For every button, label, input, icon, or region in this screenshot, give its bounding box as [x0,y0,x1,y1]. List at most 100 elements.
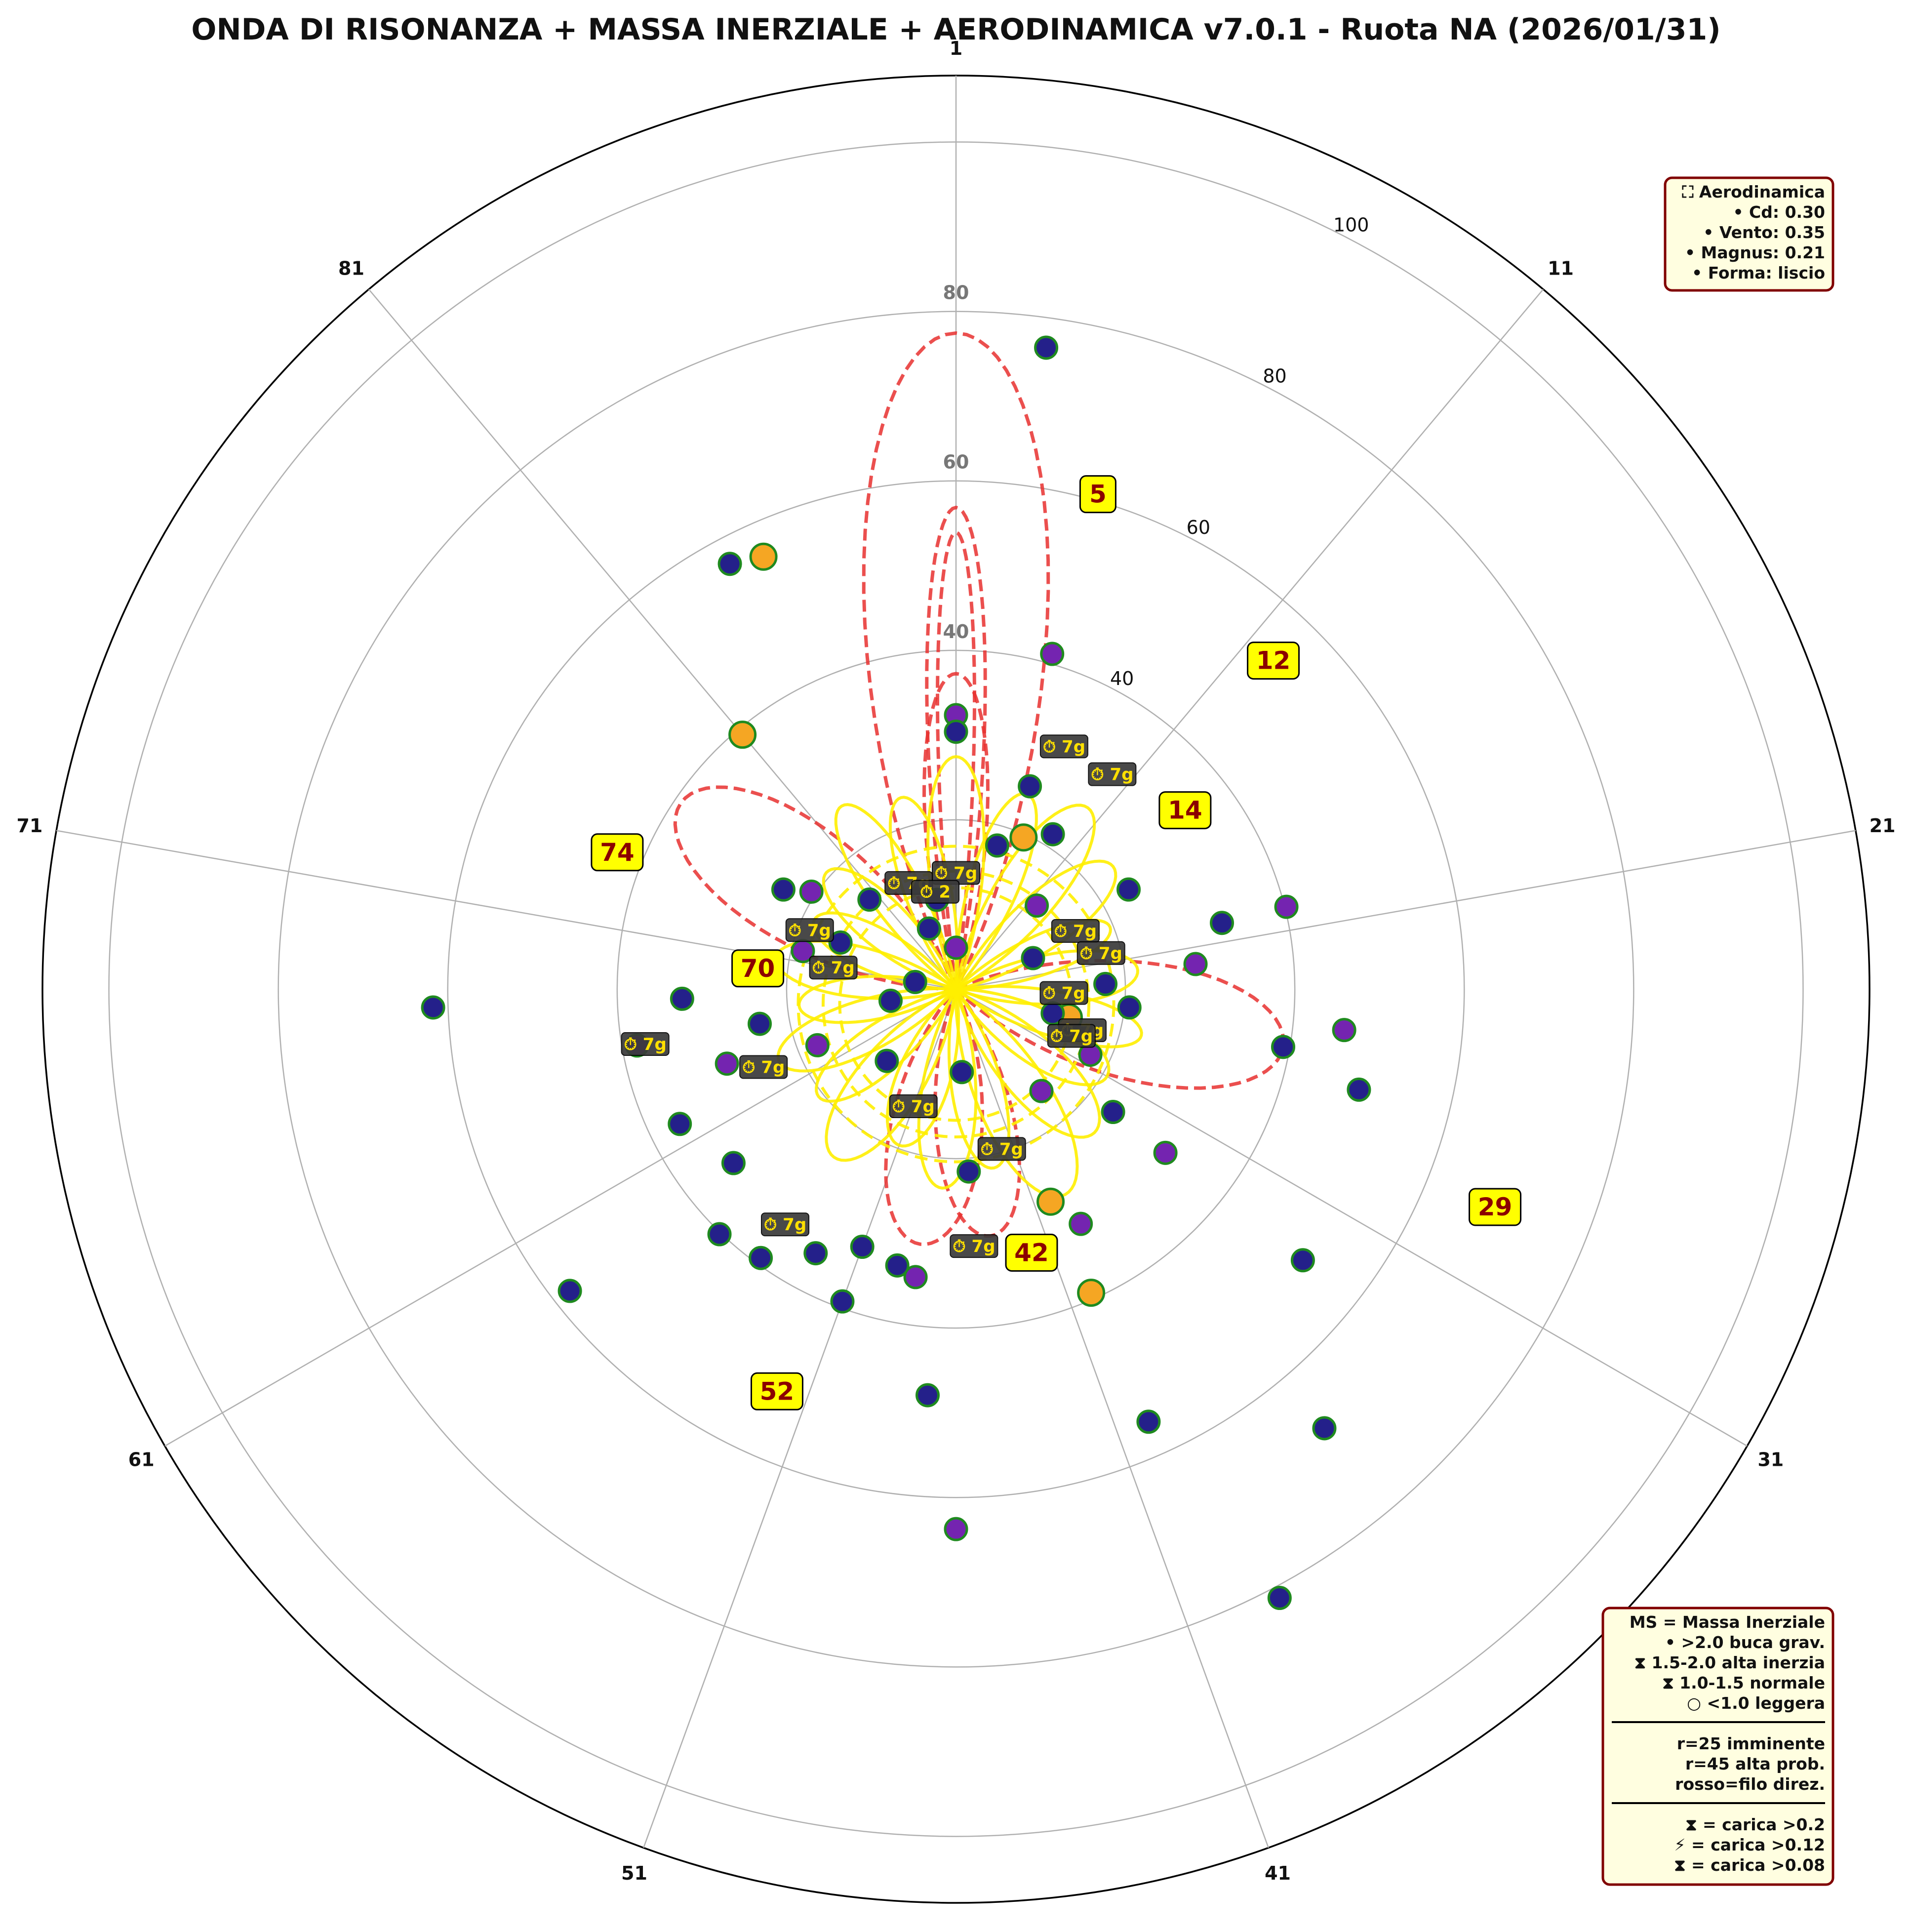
data-point [956,1159,981,1184]
chart-title: ONDA DI RISONANZA + MASSA INERZIALE + AE… [191,12,1720,47]
info-box-line: • Forma: liscio [1692,263,1825,282]
timer-tag-label: ⏱ 7g [624,1035,666,1054]
prediction-box [750,1372,803,1410]
radial-tick: 40 [1110,668,1134,689]
data-point [1009,823,1038,852]
yellow-loop-curve [825,987,958,1162]
data-point [828,930,853,955]
timer-tag-box [977,1137,1026,1161]
prediction-label: 5 [1089,480,1107,509]
data-point [747,1011,772,1036]
data-point [1018,774,1042,799]
info-box-line: • Vento: 0.35 [1703,223,1825,242]
timer-tag-label: ⏱ 2 [920,883,951,902]
data-point [1117,995,1142,1020]
timer-tag-box [1076,941,1125,965]
data-point [803,1241,828,1266]
data-point [1183,952,1208,976]
data-point [799,880,824,904]
prediction-box [1079,475,1116,514]
data-point [1093,971,1118,996]
data-point [944,935,968,960]
radial-tick: 100 [1333,214,1369,236]
yellow-loop-curve [952,985,1143,1048]
timer-tag-box [1039,981,1088,1005]
legend-line: r=25 imminente [1677,1734,1825,1753]
timer-tags: ⏱ 7g ⏱ 7g ⏱ 7g ⏱ 7g ⏱ 7g ⏱ 7g ⏱ 7g ⏱ 7g ⏱ 7g ⏱ 7g… [621,734,1137,1258]
angle-label: 21 [1870,815,1896,837]
grid-spoke [956,289,1544,990]
data-point [1034,335,1059,360]
yellow-ring [821,869,1091,1139]
data-point [875,1048,899,1073]
data-point [1347,1077,1371,1102]
yellow-loop-curve [917,986,978,1190]
timer-tag-box [621,1032,670,1056]
prediction-box [1005,1234,1058,1272]
data-point [1025,893,1049,918]
data-point [707,1222,732,1247]
legend-line: rosso=filo direz. [1675,1774,1825,1794]
timer-tag-label: ⏱ 7g [1050,1027,1093,1046]
data-point [1274,894,1299,919]
data-point [670,986,694,1011]
radial-tick-inner: 40 [943,621,969,643]
data-point [903,969,927,994]
angle-label: 61 [128,1449,155,1471]
timer-tag-box [1047,1024,1096,1048]
grid-spoke [643,989,957,1848]
data-point [721,1151,746,1175]
prediction-box [1247,642,1300,680]
prediction-box [1469,1188,1522,1226]
data-point [771,877,796,902]
data-point [950,1060,974,1085]
yellow-loop-curve [952,918,1112,991]
data-point [1136,1409,1161,1434]
radial-tick: 60 [1187,517,1210,538]
yellow-loop-curve [886,986,960,1148]
timer-tag-label: ⏱ 7g [1080,944,1122,964]
timer-tag-label: ⏱ 7g [764,1215,806,1235]
data-point [857,887,882,912]
grid-spoke [956,830,1856,990]
timer-tag-box [911,880,960,904]
data-point [903,1265,928,1289]
timer-tag-box [889,1094,938,1119]
prediction-label: 42 [1014,1239,1049,1267]
info-box-line: • Magnus: 0.21 [1685,243,1825,262]
data-point [715,1051,739,1076]
timer-tag-box [809,956,858,980]
data-point [1029,1079,1054,1103]
prediction-label: 29 [1478,1193,1513,1221]
radial-tick-inner: 60 [943,451,969,473]
timer-tag-label: ⏱ 7g [742,1058,785,1078]
data-point [1069,1211,1093,1236]
data-point [1040,822,1065,846]
data-point [1040,642,1065,666]
radial-tick: 80 [1263,365,1286,387]
angle-label: 81 [338,258,364,280]
data-point [830,1289,855,1314]
data-point [1210,911,1235,935]
data-point [749,1246,773,1270]
timer-tag-box [1088,762,1137,786]
legend-line: ⧗ = carica >0.2 [1685,1815,1825,1834]
angle-label: 71 [16,815,42,837]
grid-spoke [164,988,956,1447]
data-point [1312,1416,1337,1441]
prediction-label: 14 [1168,796,1202,825]
red-petal-curve [953,959,1285,1090]
legend-line: ⧗ 1.5-2.0 alta inerzia [1634,1653,1825,1672]
timer-tag-box [950,1234,998,1258]
timer-tag-label: ⏱ 7g [789,921,831,940]
legend-line: ⧗ = carica >0.08 [1674,1855,1825,1875]
prediction-label: 52 [760,1377,795,1406]
data-point [1290,1248,1315,1273]
timer-tag-label: ⏱ 7g [1091,765,1133,785]
prediction-box [731,949,785,988]
yellow-loop-curve [815,987,959,1103]
red-petal-curve [935,530,977,990]
yellow-loop-curve [947,986,1011,1170]
yellow-loop-curve [954,987,1101,1139]
